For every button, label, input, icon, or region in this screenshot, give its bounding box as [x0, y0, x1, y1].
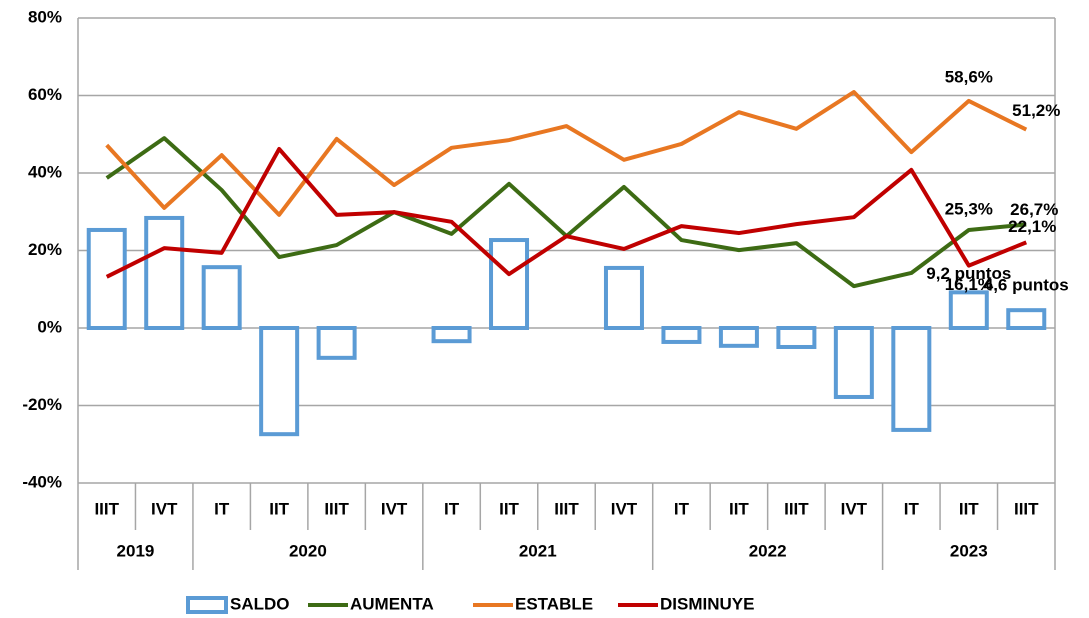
- x-tick-label: IVT: [151, 499, 178, 518]
- y-tick-label: 60%: [28, 85, 62, 104]
- x-tick-label: IT: [214, 499, 230, 518]
- x-tick-label: IIIT: [554, 499, 579, 518]
- y-tick-label: 0%: [37, 317, 62, 336]
- x-tick-label: IIIT: [784, 499, 809, 518]
- bar: [661, 326, 702, 344]
- bar: [948, 290, 989, 331]
- data-label: 58,6%: [945, 67, 993, 86]
- x-tick-label: IIT: [729, 499, 749, 518]
- y-tick-label: 20%: [28, 240, 62, 259]
- data-label: 25,3%: [945, 199, 993, 218]
- bar: [489, 238, 530, 331]
- bar: [603, 265, 644, 330]
- bar: [144, 215, 185, 330]
- x-tick-label: IIIT: [1014, 499, 1039, 518]
- data-label: 26,7%: [1010, 200, 1058, 219]
- bar: [776, 326, 817, 349]
- legend-label: AUMENTA: [350, 594, 434, 613]
- x-tick-label: IVT: [381, 499, 408, 518]
- bar: [1006, 308, 1047, 330]
- x-tick-label: IIIT: [324, 499, 349, 518]
- legend-swatch: [186, 596, 228, 614]
- x-tick-label: IVT: [611, 499, 638, 518]
- line-series: [105, 90, 1028, 217]
- data-label: 4,6 puntos: [984, 276, 1069, 295]
- data-label: 16,1%: [945, 275, 993, 294]
- x-group-label: 2022: [749, 541, 787, 560]
- legend-label: ESTABLE: [515, 594, 593, 613]
- x-group-label: 2023: [950, 541, 988, 560]
- y-tick-label: -40%: [22, 472, 62, 491]
- x-group-label: 2019: [117, 541, 155, 560]
- data-label: 9,2 puntos: [926, 264, 1011, 283]
- x-tick-label: IT: [904, 499, 920, 518]
- line-series: [105, 146, 1028, 279]
- data-label: 22,1%: [1008, 217, 1056, 236]
- x-tick-label: IIT: [269, 499, 289, 518]
- x-group-label: 2020: [289, 541, 327, 560]
- bar: [431, 326, 472, 344]
- bar: [259, 326, 300, 437]
- x-tick-label: IT: [674, 499, 690, 518]
- bar: [718, 326, 759, 348]
- x-tick-label: IIT: [499, 499, 519, 518]
- x-tick-label: IIIT: [94, 499, 119, 518]
- y-tick-label: 40%: [28, 162, 62, 181]
- x-tick-label: IIT: [959, 499, 979, 518]
- data-label: 51,2%: [1012, 101, 1060, 120]
- bar: [86, 227, 127, 330]
- bar: [833, 326, 874, 399]
- bar: [891, 326, 932, 432]
- legend-label: SALDO: [230, 594, 290, 613]
- y-tick-label: -20%: [22, 395, 62, 414]
- y-tick-label: 80%: [28, 7, 62, 26]
- bar: [316, 326, 357, 360]
- x-group-label: 2021: [519, 541, 557, 560]
- legend-label: DISMINUYE: [660, 594, 754, 613]
- x-tick-label: IT: [444, 499, 460, 518]
- x-tick-label: IVT: [841, 499, 868, 518]
- bar: [201, 265, 242, 331]
